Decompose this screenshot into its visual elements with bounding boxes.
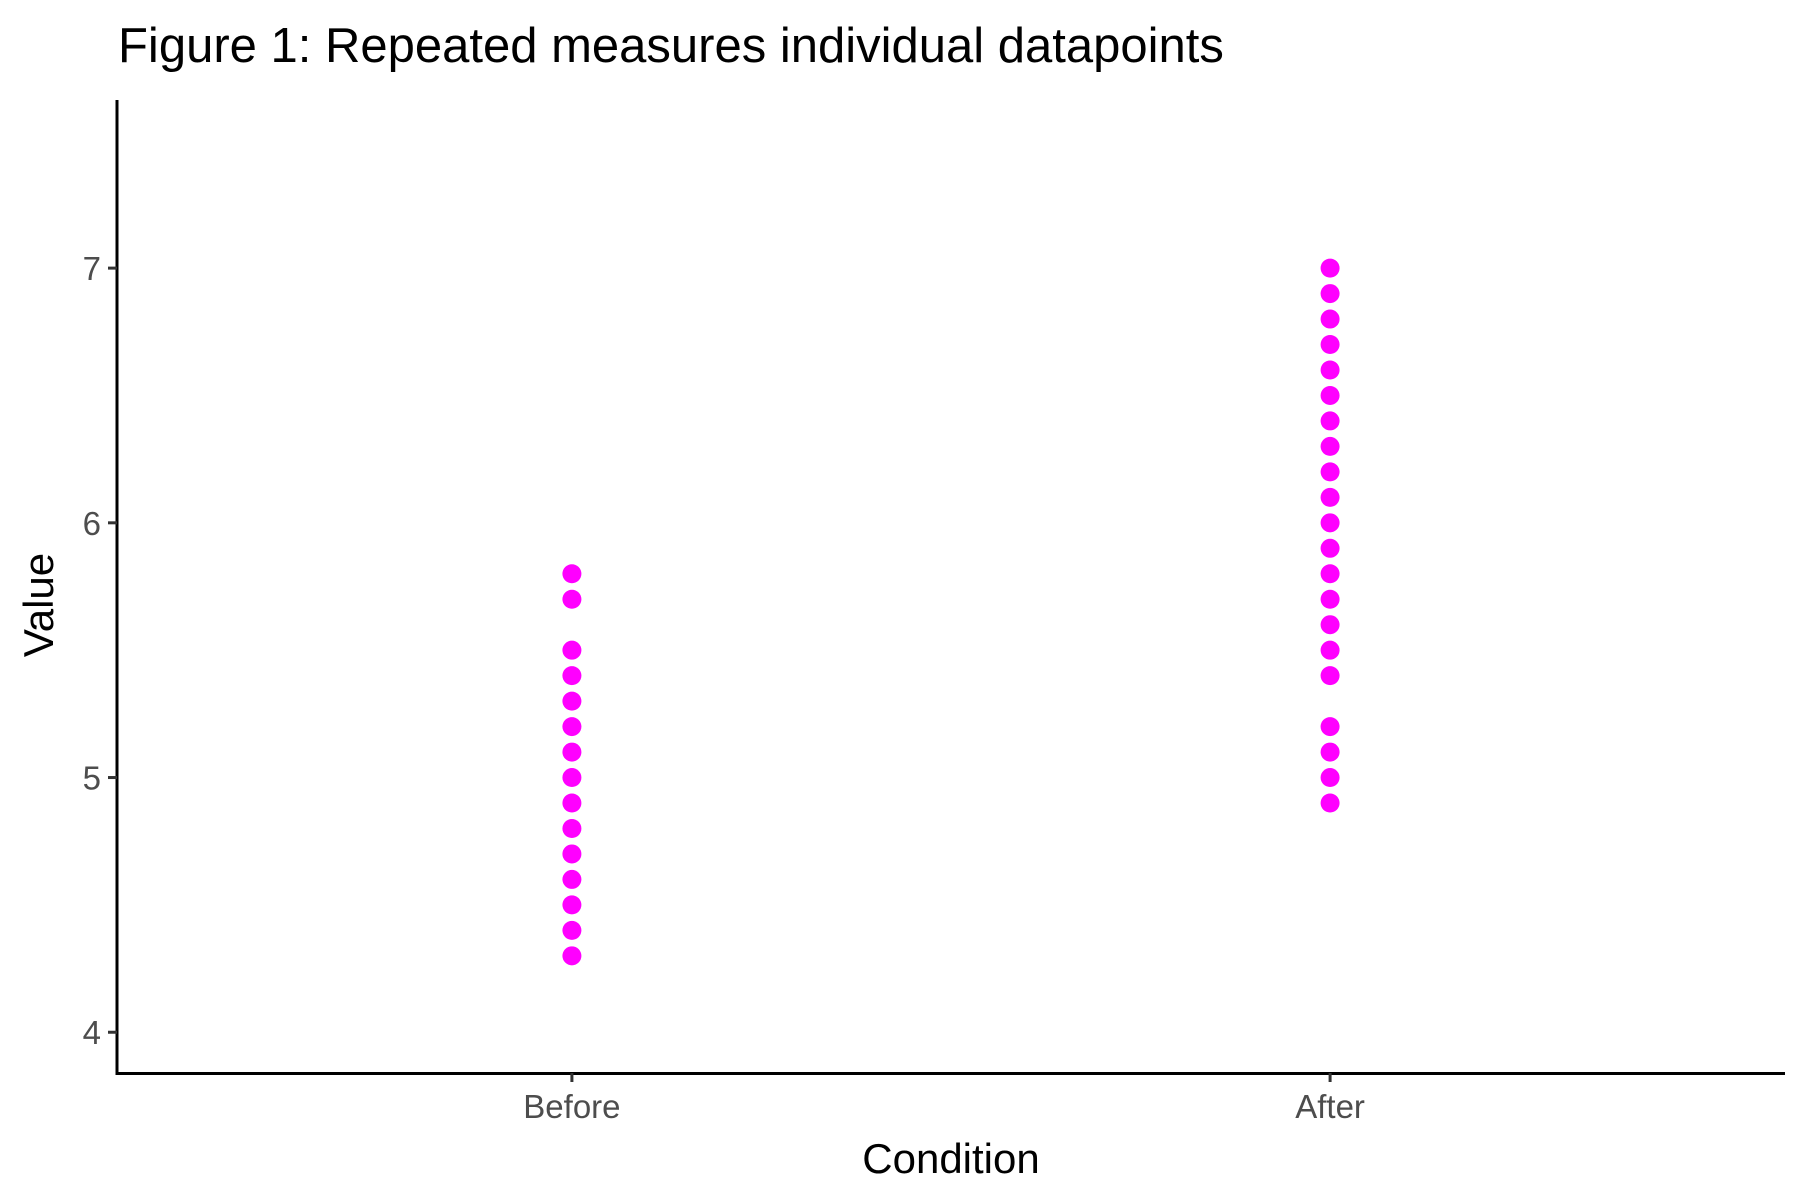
data-point-after	[1320, 640, 1340, 660]
data-point-before	[562, 717, 582, 737]
y-tick-label: 4	[83, 1014, 101, 1051]
data-point-after	[1320, 513, 1340, 533]
data-point-after	[1320, 793, 1340, 813]
data-point-before	[562, 844, 582, 864]
data-point-before	[562, 768, 582, 788]
data-point-before	[562, 869, 582, 889]
data-point-before	[562, 640, 582, 660]
data-point-before	[562, 818, 582, 838]
data-point-before	[562, 691, 582, 711]
data-point-before	[562, 589, 582, 609]
data-point-before	[562, 793, 582, 813]
x-axis-title: Condition	[862, 1135, 1039, 1182]
y-tick-label: 7	[83, 250, 101, 287]
data-point-before	[562, 564, 582, 584]
data-point-after	[1320, 487, 1340, 507]
x-tick-label: Before	[523, 1088, 620, 1125]
data-point-after	[1320, 462, 1340, 482]
y-tick-label: 5	[83, 760, 101, 797]
data-point-after	[1320, 615, 1340, 635]
data-point-before	[562, 666, 582, 686]
data-point-after	[1320, 589, 1340, 609]
data-point-after	[1320, 742, 1340, 762]
chart-title: Figure 1: Repeated measures individual d…	[118, 19, 1224, 73]
x-tick-label: After	[1295, 1088, 1365, 1125]
data-point-after	[1320, 385, 1340, 405]
data-point-before	[562, 895, 582, 915]
data-point-after	[1320, 284, 1340, 304]
y-ticks: 4 5 6 7	[83, 250, 117, 1051]
data-point-after	[1320, 258, 1340, 278]
data-point-after	[1320, 564, 1340, 584]
data-point-before	[562, 742, 582, 762]
data-point-after	[1320, 768, 1340, 788]
data-point-before	[562, 946, 582, 966]
data-point-after	[1320, 717, 1340, 737]
y-axis-title: Value	[15, 553, 62, 657]
data-point-after	[1320, 309, 1340, 329]
data-point-after	[1320, 335, 1340, 355]
data-point-after	[1320, 411, 1340, 431]
data-point-after	[1320, 538, 1340, 558]
x-ticks: Before After	[523, 1073, 1365, 1125]
data-point-after	[1320, 436, 1340, 456]
data-point-after	[1320, 666, 1340, 686]
data-point-after	[1320, 360, 1340, 380]
data-points	[562, 258, 1340, 966]
y-tick-label: 6	[83, 505, 101, 542]
data-point-before	[562, 920, 582, 940]
